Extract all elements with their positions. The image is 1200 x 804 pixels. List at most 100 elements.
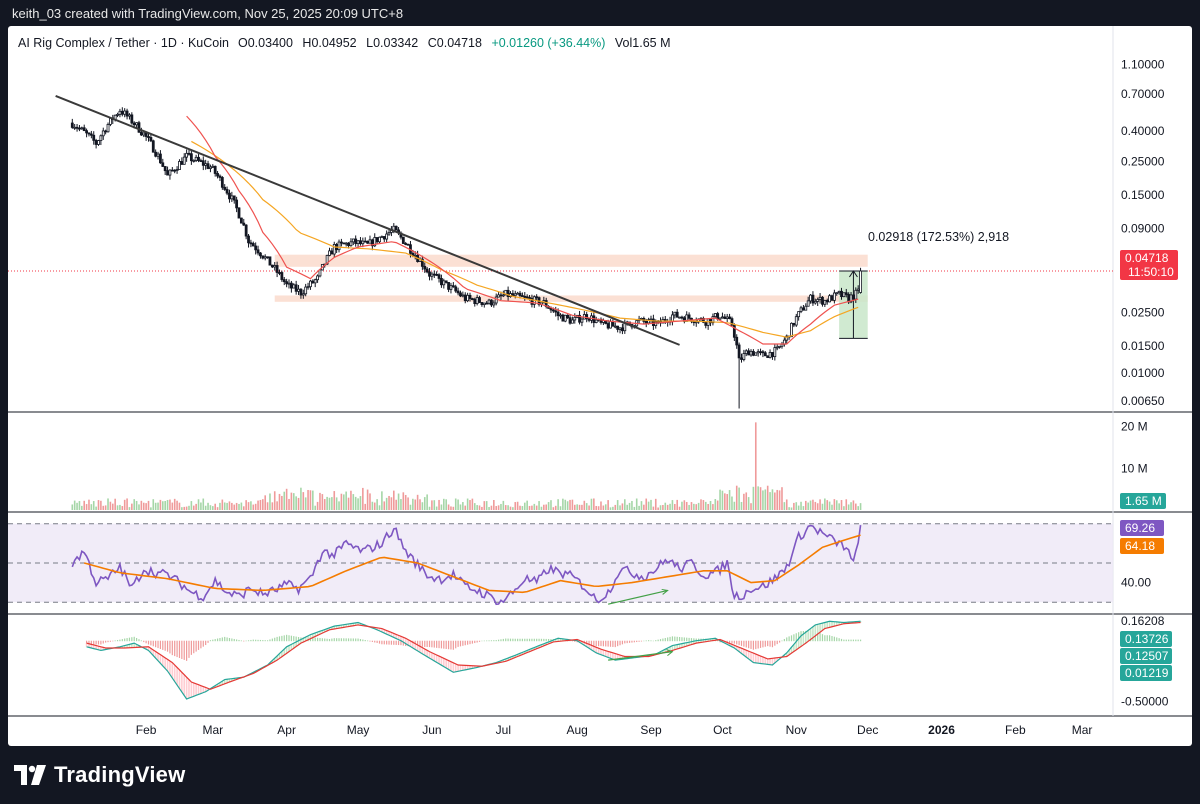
volume-bar	[366, 489, 369, 510]
volume-bar	[426, 494, 428, 510]
macd-histogram-bar	[381, 640, 383, 645]
macd-histogram-bar	[343, 638, 345, 642]
candle	[804, 305, 808, 311]
volume-bar	[488, 507, 490, 510]
volume-bar	[802, 506, 805, 510]
candle	[821, 296, 824, 305]
volume-bar	[428, 506, 431, 510]
candle	[289, 282, 293, 289]
price-badge-countdown: 11:50:10	[1128, 265, 1174, 279]
volume-bar	[454, 498, 457, 510]
price-axis-tick: 1.10000	[1121, 57, 1165, 71]
candle	[413, 254, 417, 257]
macd-histogram-bar	[759, 640, 762, 648]
chart-canvas[interactable]: 1.10000 0.70000 0.40000 0.25000 0.15000 0.090…	[8, 26, 1192, 746]
candle	[328, 250, 331, 256]
volume-bar	[840, 500, 843, 510]
macd-histogram-bar	[162, 640, 164, 650]
macd-histogram-bar	[786, 637, 788, 642]
macd-histogram-bar	[793, 634, 795, 642]
macd-histogram-bar	[614, 640, 616, 648]
macd-histogram-bar	[467, 640, 469, 645]
time-axis-tick: Feb	[1005, 723, 1026, 737]
volume-bar	[821, 503, 824, 510]
rsi-ma-line	[83, 534, 861, 594]
macd-histogram-bar	[826, 635, 828, 642]
candle	[718, 317, 722, 320]
candle	[128, 114, 131, 117]
macd-axis-tick: 0.16208	[1121, 614, 1165, 628]
volume-bar	[362, 487, 364, 510]
macd-histogram-bar	[764, 640, 766, 647]
macd-histogram-bar	[395, 640, 397, 645]
volume-bar	[219, 502, 221, 510]
volume-bar	[95, 506, 97, 510]
candle	[82, 127, 86, 132]
macd-histogram-bar	[355, 638, 357, 642]
candle	[273, 265, 277, 268]
time-axis-tick: Aug	[566, 723, 587, 737]
volume-bar	[423, 497, 426, 510]
candle	[785, 335, 789, 341]
volume-bar	[73, 500, 76, 510]
macd-histogram-bar	[140, 640, 142, 642]
volume-bar	[233, 504, 236, 510]
candle	[761, 351, 765, 354]
volume-bar	[695, 504, 698, 510]
macd-histogram-bar	[100, 640, 102, 645]
candle	[151, 140, 155, 153]
volume-bar	[312, 490, 314, 510]
macd-histogram-bar	[833, 636, 835, 642]
candle	[161, 162, 165, 167]
macd-histogram-bar	[338, 638, 340, 642]
volume-bar	[397, 493, 400, 510]
volume-bar	[138, 504, 140, 510]
candle	[844, 292, 848, 295]
volume-bar	[516, 501, 519, 510]
volume-bar	[745, 492, 748, 510]
macd-histogram-bar	[264, 640, 266, 642]
candle	[435, 274, 439, 276]
macd-histogram-bar	[771, 640, 774, 648]
macd-histogram-bar	[238, 639, 240, 642]
macd-histogram-bar	[521, 638, 523, 642]
macd-histogram-bar	[645, 640, 647, 642]
macd-histogram-bar	[659, 639, 662, 642]
candle	[259, 252, 262, 257]
candle	[587, 318, 591, 321]
macd-histogram-bar	[533, 638, 535, 642]
macd-histogram-bar	[450, 640, 452, 650]
volume-bar	[593, 498, 595, 510]
chart-panel[interactable]: 1.10000 0.70000 0.40000 0.25000 0.15000 0.090…	[8, 26, 1192, 746]
volume-bar	[359, 496, 362, 510]
candle	[811, 294, 815, 304]
candle	[368, 239, 372, 244]
macd-histogram-bar	[386, 640, 388, 645]
candle	[651, 318, 655, 326]
volume-bar	[388, 495, 390, 510]
candle	[278, 272, 281, 274]
volume-bar	[226, 502, 228, 510]
volume-bar	[771, 489, 774, 510]
macd-histogram-bar	[543, 638, 545, 642]
volume-bar	[643, 504, 645, 510]
macd-divergence-arrow	[608, 651, 673, 661]
volume-bar	[140, 500, 143, 510]
volume-bar	[852, 500, 855, 510]
candle	[740, 357, 743, 360]
candle	[192, 159, 196, 162]
macd-histogram-bar	[328, 638, 331, 642]
tradingview-logo[interactable]: TradingView	[14, 760, 185, 790]
volume-bar	[631, 500, 633, 510]
price-badge: 0.04718 11:50:10	[1120, 250, 1178, 280]
macd-histogram-bar	[286, 634, 288, 642]
volume-bar	[712, 504, 714, 510]
price-axis-tick: 0.40000	[1121, 124, 1165, 138]
volume-bar	[421, 502, 424, 510]
candle	[349, 241, 353, 247]
macd-histogram-bar	[157, 640, 159, 649]
volume-bar	[581, 504, 583, 510]
volume-bar	[347, 497, 350, 510]
macd-histogram-bar	[778, 640, 781, 643]
macd-histogram-bar	[728, 640, 731, 644]
